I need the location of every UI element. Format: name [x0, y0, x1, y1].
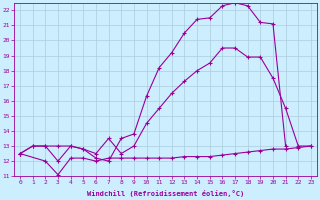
X-axis label: Windchill (Refroidissement éolien,°C): Windchill (Refroidissement éolien,°C) — [87, 190, 244, 197]
